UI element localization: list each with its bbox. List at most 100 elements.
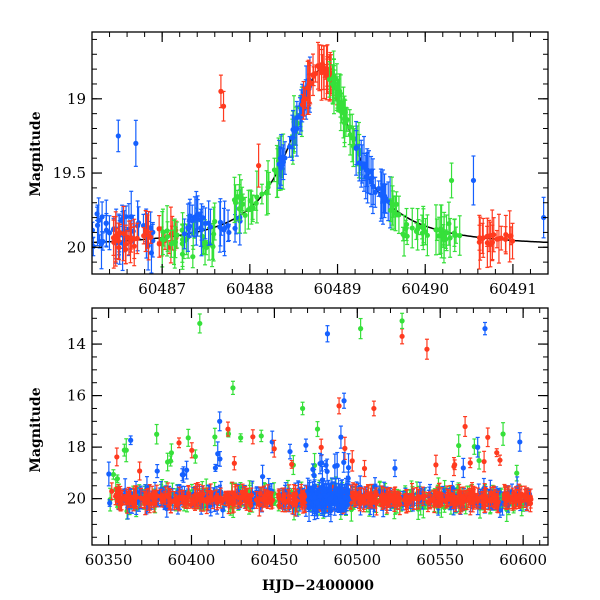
red-data-point — [148, 230, 154, 244]
data-point-marker — [259, 191, 265, 197]
green-data-point — [409, 207, 415, 249]
green-data-point — [341, 95, 348, 144]
data-point-marker — [484, 233, 490, 239]
data-point-marker — [128, 214, 134, 220]
data-point-marker — [220, 103, 227, 109]
data-point-marker — [189, 217, 195, 224]
blue-data-point — [99, 201, 105, 233]
data-point-marker — [388, 207, 394, 213]
data-point-marker — [403, 226, 409, 232]
data-point-marker — [110, 235, 117, 241]
red-data-point — [110, 219, 117, 256]
data-point-marker — [168, 241, 174, 247]
green-data-point — [457, 215, 463, 256]
data-point-marker — [457, 232, 463, 239]
red-data-point — [256, 143, 262, 188]
data-point-marker — [254, 194, 260, 200]
red-data-point — [489, 224, 496, 261]
green-data-point — [422, 218, 429, 246]
data-point-marker — [212, 218, 218, 225]
blue-data-point — [470, 155, 477, 206]
data-point-marker — [106, 471, 112, 477]
data-point-marker — [238, 435, 244, 441]
blue-data-point — [382, 183, 388, 214]
green-data-point — [168, 229, 174, 258]
red-data-point — [496, 213, 502, 264]
green-data-point — [192, 449, 198, 464]
data-point-marker — [476, 235, 483, 241]
data-point-marker — [265, 184, 271, 190]
data-point-marker — [287, 448, 293, 455]
green-data-point — [185, 428, 191, 447]
x-tick-label: 60488 — [226, 280, 274, 298]
bottom-data-points-group — [106, 312, 534, 523]
data-point-marker — [456, 442, 462, 449]
data-point-marker — [256, 163, 262, 169]
blue-data-point — [106, 461, 112, 487]
red-data-point — [502, 226, 509, 253]
green-data-point — [447, 217, 453, 258]
data-point-marker — [98, 241, 105, 247]
data-point-marker — [303, 442, 309, 448]
data-point-marker — [192, 453, 198, 460]
data-point-marker — [339, 103, 345, 109]
green-data-point — [400, 226, 406, 242]
blue-data-point — [128, 435, 134, 446]
green-data-point — [203, 240, 209, 256]
data-point-marker — [343, 119, 349, 125]
data-point-marker — [368, 178, 374, 185]
blue-data-point — [106, 215, 113, 251]
data-point-marker — [258, 433, 264, 439]
data-point-marker — [156, 226, 162, 232]
data-point-marker — [218, 88, 224, 94]
blue-data-point — [303, 438, 309, 453]
blue-data-point — [107, 499, 113, 507]
green-data-point — [265, 160, 271, 215]
data-point-marker — [148, 234, 154, 240]
green-data-point — [212, 427, 218, 447]
data-point-marker — [353, 145, 359, 151]
data-point-marker — [326, 76, 333, 82]
green-data-point — [403, 219, 409, 238]
blue-data-point — [338, 425, 344, 449]
data-point-marker — [319, 61, 326, 67]
green-data-point — [239, 186, 245, 212]
data-point-marker — [202, 220, 209, 226]
data-point-marker — [226, 229, 232, 236]
data-point-marker — [133, 140, 139, 146]
green-data-point — [159, 210, 165, 268]
data-point-marker — [116, 244, 122, 251]
blue-data-point — [376, 180, 382, 197]
data-point-marker — [460, 465, 466, 471]
data-point-marker — [154, 468, 160, 474]
data-point-marker — [218, 226, 224, 232]
data-point-marker — [168, 450, 175, 456]
x-tick-label: 60487 — [138, 280, 186, 298]
green-data-point — [110, 469, 116, 480]
data-point-marker — [191, 227, 197, 233]
blue-data-point — [278, 146, 284, 189]
data-point-marker — [220, 507, 226, 513]
data-point-marker — [300, 97, 307, 103]
data-point-marker — [305, 85, 311, 91]
blue-data-point — [189, 204, 195, 237]
green-data-point — [334, 63, 340, 111]
blue-data-point — [294, 100, 300, 157]
data-point-marker — [141, 233, 147, 239]
blue-data-point — [226, 223, 232, 242]
green-data-point — [237, 174, 243, 221]
data-point-marker — [502, 236, 509, 242]
data-point-marker — [338, 434, 344, 440]
data-point-marker — [231, 197, 238, 203]
red-data-point — [218, 74, 224, 109]
data-point-marker — [363, 174, 369, 180]
blue-data-point — [186, 220, 192, 237]
data-point-marker — [99, 214, 105, 220]
data-point-marker — [409, 225, 415, 231]
data-point-marker — [245, 207, 252, 213]
data-point-marker — [500, 431, 506, 437]
green-data-point — [456, 434, 462, 457]
top-y-axis-label: Magnitude — [28, 111, 44, 196]
blue-data-point — [359, 144, 365, 184]
data-point-marker — [160, 229, 166, 235]
